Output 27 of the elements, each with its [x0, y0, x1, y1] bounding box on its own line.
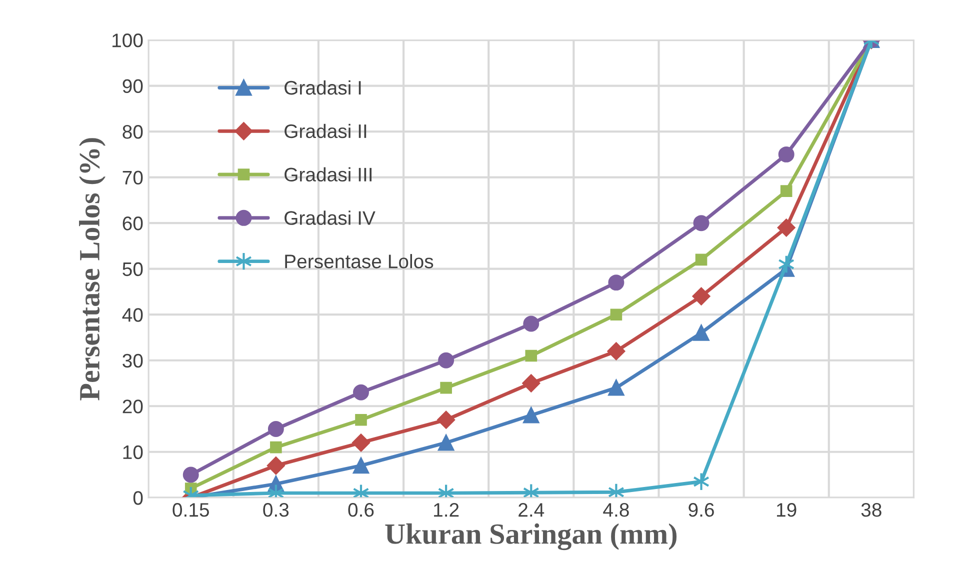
legend-label: Gradasi II [284, 124, 366, 138]
x-axis-title: Ukuran Saringan (mm) [385, 523, 677, 550]
y-tick-label: 30 [122, 354, 143, 368]
y-tick-label: 70 [122, 170, 143, 185]
y-tick-label: 60 [122, 216, 143, 230]
legend-label: Gradasi III [284, 167, 372, 182]
x-tick-label: 19 [777, 503, 796, 517]
x-tick-label: 38 [861, 503, 882, 517]
y-tick-label: 20 [122, 400, 143, 414]
x-tick-label: 9.6 [688, 503, 714, 517]
legend-label: Gradasi IV [284, 210, 376, 225]
legend-label: Persentase Lolos [285, 254, 434, 268]
y-tick-label: 90 [122, 79, 143, 94]
y-tick-label: 40 [122, 308, 143, 322]
y-tick-label: 0 [133, 491, 143, 505]
x-tick-label: 2.4 [518, 503, 544, 517]
legend-label: Gradasi I [284, 80, 361, 95]
y-tick-label: 80 [122, 125, 143, 139]
y-tick-label: 100 [112, 34, 143, 48]
x-tick-label: 0.15 [172, 503, 209, 517]
x-tick-label: 1.2 [434, 503, 459, 517]
y-tick-label: 50 [122, 262, 143, 276]
y-axis-title: Persentase Lolos (%) [79, 138, 106, 400]
y-tick-label: 10 [123, 445, 143, 460]
x-tick-label: 4.8 [603, 503, 629, 517]
x-tick-label: 0.3 [263, 503, 289, 517]
x-tick-label: 0.6 [348, 503, 374, 517]
